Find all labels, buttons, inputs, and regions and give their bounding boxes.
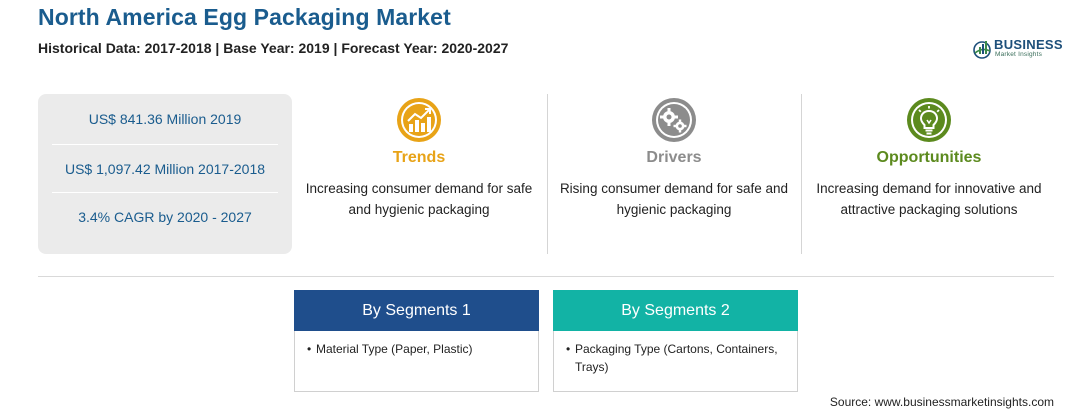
column-divider — [547, 94, 548, 254]
section-divider — [38, 276, 1054, 277]
logo-tagline: Market Insights — [995, 51, 1043, 58]
stat-market-size-historical: US$ 1,097.42 Million 2017-2018 — [64, 161, 266, 177]
feature-desc-drivers: Rising consumer demand for safe and hygi… — [559, 181, 789, 217]
segment-list-2: Packaging Type (Cartons, Containers, Tra… — [566, 340, 791, 376]
market-stats-panel: US$ 841.36 Million 2019 US$ 1,097.42 Mil… — [38, 94, 292, 254]
feature-desc-trends: Increasing consumer demand for safe and … — [305, 181, 533, 217]
gears-icon — [652, 98, 696, 142]
segment-heading-1: By Segments 1 — [294, 290, 539, 331]
segment-card-2: By Segments 2 Packaging Type (Cartons, C… — [553, 290, 798, 392]
feature-desc-opportunities: Increasing demand for innovative and att… — [816, 181, 1042, 217]
column-divider — [801, 94, 802, 254]
segment-heading-2: By Segments 2 — [553, 290, 798, 331]
stat-divider — [52, 192, 278, 193]
feature-title-drivers: Drivers — [646, 149, 702, 166]
logo-globe-icon — [973, 41, 991, 59]
stat-cagr: 3.4% CAGR by 2020 - 2027 — [78, 209, 252, 225]
stat-divider — [52, 144, 278, 145]
segment-card-1: By Segments 1 Material Type (Paper, Plas… — [294, 290, 539, 392]
feature-opportunities: Opportunities Increasing demand for inno… — [806, 94, 1052, 254]
feature-drivers: Drivers Rising consumer demand for safe … — [551, 94, 797, 254]
segment-item: Material Type (Paper, Plastic) — [307, 340, 532, 358]
stat-market-size-2019: US$ 841.36 Million 2019 — [88, 111, 242, 127]
feature-title-trends: Trends — [392, 149, 446, 166]
business-market-insights-logo: BUSINESS Market Insights — [972, 36, 1063, 62]
feature-trends: Trends Increasing consumer demand for sa… — [296, 94, 542, 254]
segment-item: Packaging Type (Cartons, Containers, Tra… — [566, 340, 791, 376]
lightbulb-icon — [907, 98, 951, 142]
page-subtitle: Historical Data: 2017-2018 | Base Year: … — [38, 40, 509, 56]
feature-title-opportunities: Opportunities — [876, 149, 982, 166]
segment-list-1: Material Type (Paper, Plastic) — [307, 340, 532, 358]
source-credit: Source: www.businessmarketinsights.com — [829, 395, 1054, 409]
page-title: North America Egg Packaging Market — [38, 4, 451, 30]
logo-name: BUSINESS — [994, 37, 1063, 52]
trending-chart-icon — [397, 98, 441, 142]
